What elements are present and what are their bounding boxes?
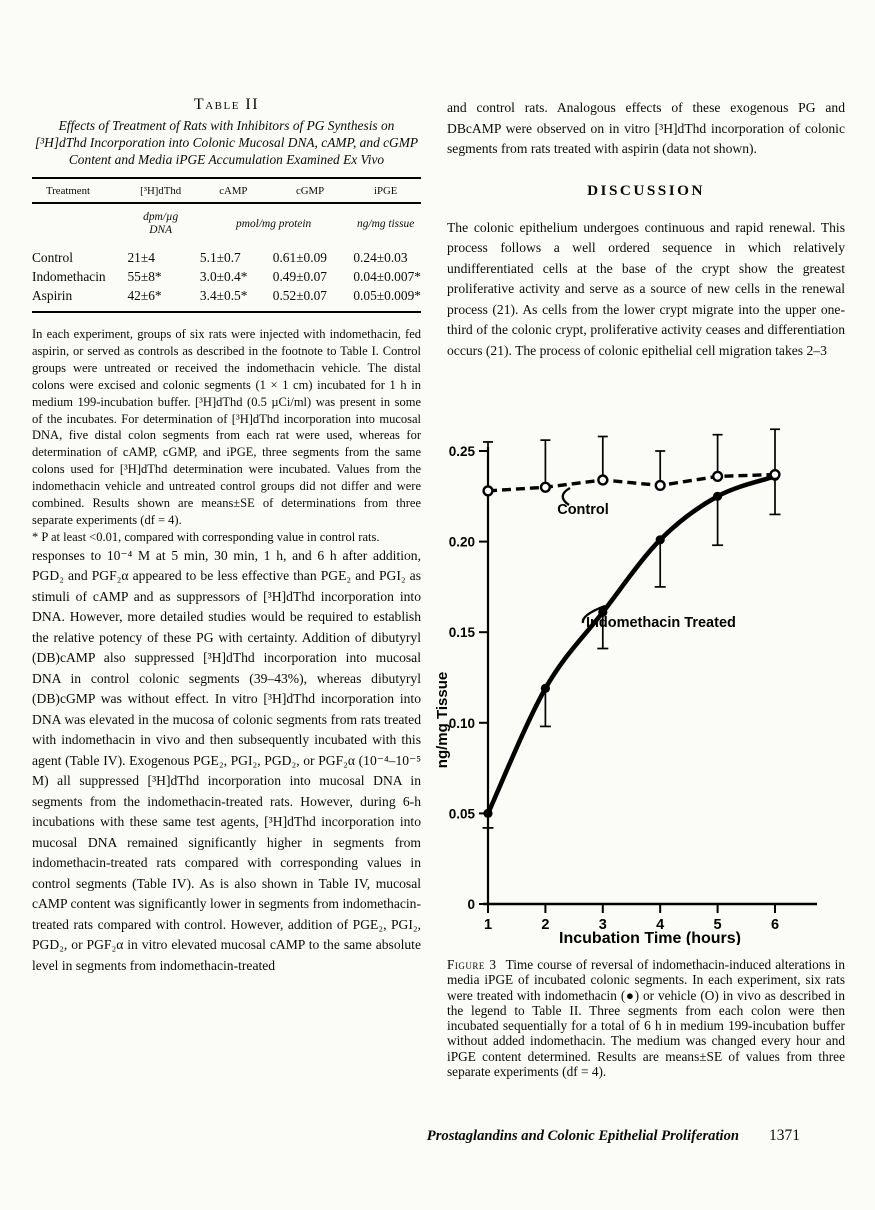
cell-treatment: Indomethacin xyxy=(32,269,106,284)
y-tick-label: 0.20 xyxy=(449,535,475,550)
y-tick-label: 0 xyxy=(467,897,475,912)
control-marker xyxy=(769,468,781,481)
cell-treatment: Control xyxy=(32,250,73,265)
col-header-ipge: iPGE xyxy=(373,185,398,197)
body-paragraph-right-2: The colonic epithelium undergoes continu… xyxy=(447,219,845,358)
x-tick-label: 3 xyxy=(599,917,607,933)
unit-camp-cgmp: pmol/mg protein xyxy=(236,217,312,230)
cell-ipge: 0.04±0.007* xyxy=(353,269,421,284)
page-number: 1371 xyxy=(769,1127,800,1144)
table-footnote: In each experiment, groups of six rats w… xyxy=(32,327,421,527)
x-tick-label: 6 xyxy=(771,917,779,933)
x-tick-label: 4 xyxy=(656,917,664,933)
body-paragraph-left: responses to 10⁻⁴ M at 5 min, 30 min, 1 … xyxy=(32,547,421,973)
cell-camp: 3.0±0.4* xyxy=(199,269,248,284)
cell-cgmp: 0.49±0.07 xyxy=(272,269,327,284)
annotation-leader xyxy=(581,604,606,624)
figure-caption: Figure 3 Time course of reversal of indom… xyxy=(447,957,845,1079)
series-annotation: Indomethacin Treated xyxy=(586,615,736,631)
x-tick-label: 1 xyxy=(484,917,492,933)
table-units-row: dpm/µg DNA pmol/mg protein ng/mg tissue xyxy=(32,203,421,246)
running-title: Prostaglandins and Colonic Epithelial Pr… xyxy=(426,1128,739,1144)
control-marker xyxy=(539,481,552,493)
figure-label: Figure 3 xyxy=(447,957,497,972)
cell-dthd: 55±8* xyxy=(127,269,162,284)
cell-camp: 3.4±0.5* xyxy=(199,288,248,303)
table2: Treatment [³H]dThd cAMP cGMP iPGE dpm/µg… xyxy=(32,177,421,313)
cell-dthd: 42±6* xyxy=(127,288,162,303)
indomethacin-marker xyxy=(713,491,723,501)
figure-caption-text: Time course of reversal of indomethacin-… xyxy=(447,957,845,1080)
figure3-chart: 0 0.05 0.10 0.15 0.20 0.25 1 2 3 4 5 6 Incubation Ti… xyxy=(434,428,817,945)
page-footer: Prostaglandins and Colonic Epithelial Pr… xyxy=(0,1127,800,1145)
cell-cgmp: 0.52±0.07 xyxy=(272,288,327,303)
table-row: Control 21±4 5.1±0.7 0.61±0.09 0.24±0.03 xyxy=(32,246,421,268)
x-axis-label: Incubation Time (hours) xyxy=(559,930,741,945)
y-tick-label: 0.10 xyxy=(449,716,475,731)
cell-camp: 5.1±0.7 xyxy=(199,250,241,265)
x-tick-label: 2 xyxy=(541,917,549,933)
col-header-dthd: [³H]dThd xyxy=(140,185,182,197)
col-header-cgmp: cGMP xyxy=(295,185,325,197)
col-header-camp: cAMP xyxy=(219,185,248,197)
y-tick-label: 0.25 xyxy=(449,444,476,459)
cell-treatment: Aspirin xyxy=(32,288,73,303)
series-annotation: Control xyxy=(557,502,609,518)
table-label: Table II xyxy=(193,96,260,113)
cell-ipge: 0.24±0.03 xyxy=(353,250,408,265)
table-row: Aspirin 42±6* 3.4±0.5* 0.52±0.07 0.05±0.… xyxy=(32,287,421,313)
unit-dthd: dpm/µg DNA xyxy=(143,211,179,236)
cell-cgmp: 0.61±0.09 xyxy=(272,250,327,265)
discussion-heading: DISCUSSION xyxy=(587,181,705,199)
cell-ipge: 0.05±0.009* xyxy=(353,288,421,303)
annotation-leader xyxy=(561,486,571,506)
indomethacin-marker xyxy=(655,535,665,545)
indomethacin-marker xyxy=(483,808,493,818)
cell-dthd: 21±4 xyxy=(127,250,155,265)
unit-ipge: ng/mg tissue xyxy=(357,217,415,230)
y-tick-label: 0.15 xyxy=(449,625,476,640)
y-tick-label: 0.05 xyxy=(449,806,476,821)
y-axis-label: ng/mg Tissue xyxy=(434,672,451,768)
control-marker xyxy=(482,485,494,497)
x-tick-label: 5 xyxy=(714,917,722,933)
table-header-row: Treatment [³H]dThd cAMP cGMP iPGE xyxy=(32,178,421,203)
significance-note: * P at least <0.01, compared with corres… xyxy=(32,529,380,544)
indomethacin-marker xyxy=(598,607,608,617)
right-column: and control rats. Analogous effects of t… xyxy=(434,96,845,1196)
control-marker xyxy=(597,474,609,486)
control-marker xyxy=(712,470,724,482)
left-column: Table II Effects of Treatment of Rats wi… xyxy=(32,96,421,976)
control-marker xyxy=(654,479,666,492)
body-paragraph-right-1: and control rats. Analogous effects of t… xyxy=(447,100,845,156)
control-line xyxy=(487,472,776,493)
indomethacin-line xyxy=(485,474,778,816)
table-caption: Effects of Treatment of Rats with Inhibi… xyxy=(34,118,419,167)
table-row: Indomethacin 55±8* 3.0±0.4* 0.49±0.07 0.… xyxy=(32,268,421,287)
unit-blank xyxy=(32,203,124,246)
col-header-treatment: Treatment xyxy=(46,185,90,197)
indomethacin-marker xyxy=(540,683,550,693)
